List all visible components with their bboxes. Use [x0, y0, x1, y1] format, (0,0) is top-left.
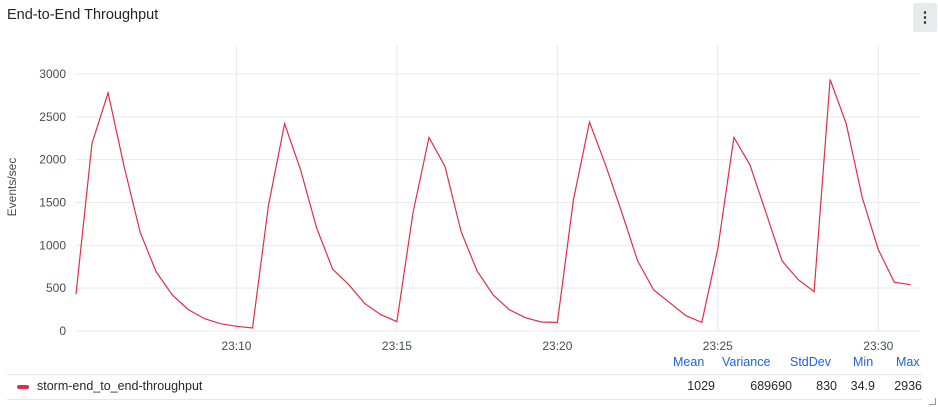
- y-tick-label: 3000: [39, 67, 66, 81]
- series-mean-value: 1029: [687, 379, 715, 393]
- series-line-storm-end-to-end-throughput: [75, 79, 911, 329]
- x-tick-label: 23:15: [382, 339, 412, 353]
- x-tick-label: 23:20: [542, 339, 572, 353]
- chart-grid: [76, 45, 920, 332]
- legend-header-min[interactable]: Min: [853, 355, 874, 369]
- legend-header-variance[interactable]: Variance: [722, 355, 771, 369]
- series-stddev-value: 830: [816, 379, 837, 393]
- y-tick-label: 2000: [39, 153, 66, 167]
- panel-menu-button[interactable]: ⋮: [913, 3, 937, 32]
- x-tick-label: 23:10: [221, 339, 251, 353]
- series-max-value: 2936: [894, 379, 922, 393]
- y-tick-label: 1000: [39, 238, 66, 252]
- x-tick-label: 23:30: [863, 339, 893, 353]
- y-tick-label: 500: [46, 281, 66, 295]
- x-tick-label: 23:25: [703, 339, 733, 353]
- panel-title: End-to-End Throughput: [7, 7, 159, 23]
- series-min-value: 34.9: [850, 379, 875, 393]
- legend-header-mean[interactable]: Mean: [673, 355, 705, 369]
- legend-header-stddev[interactable]: StdDev: [790, 355, 831, 369]
- series-name[interactable]: storm-end_to_end-throughput: [37, 379, 203, 393]
- series-variance-value: 689690: [750, 379, 792, 393]
- y-tick-label: 1500: [39, 196, 66, 210]
- throughput-chart[interactable]: 0 500 1000 1500 2000 2500 3000 23:10 23:15 23:20…: [0, 0, 938, 360]
- legend-header-max[interactable]: Max: [896, 355, 920, 369]
- legend-row[interactable]: storm-end_to_end-throughput 1029 689690 …: [7, 374, 922, 400]
- y-tick-label: 0: [59, 324, 66, 338]
- panel-resize-handle[interactable]: [929, 398, 936, 405]
- y-axis-ticks: 0 500 1000 1500 2000 2500 3000: [39, 67, 66, 338]
- kebab-menu-icon: ⋮: [917, 9, 933, 26]
- series-color-swatch[interactable]: [17, 385, 29, 389]
- y-tick-label: 2500: [39, 110, 66, 124]
- x-axis-ticks: 23:10 23:15 23:20 23:25 23:30: [221, 339, 893, 353]
